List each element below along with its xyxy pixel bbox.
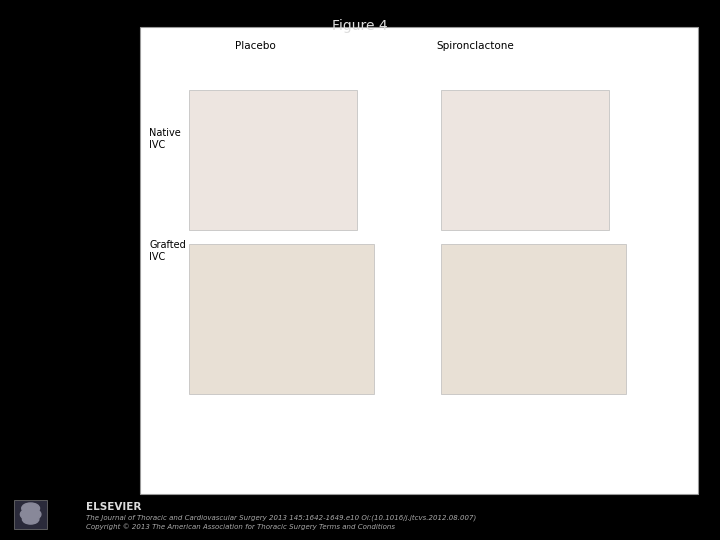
Bar — [333, 414, 365, 483]
Bar — [503, 475, 536, 483]
Text: Copyright © 2013 The American Association for Thoracic Surgery Terms and Conditi: Copyright © 2013 The American Associatio… — [86, 523, 395, 530]
Bar — [599, 415, 634, 483]
Text: The Journal of Thoracic and Cardiovascular Surgery 2013 145:1642-1649.e10 Oi:(10: The Journal of Thoracic and Cardiovascul… — [86, 514, 477, 521]
Bar — [240, 467, 272, 483]
Text: ELSEVIER: ELSEVIER — [86, 502, 142, 511]
Text: *: * — [549, 380, 553, 390]
Circle shape — [20, 508, 41, 521]
Bar — [300, 433, 333, 483]
Text: Grafted
IVC: Grafted IVC — [149, 240, 186, 262]
Y-axis label: Smooth muscle cells
(cell number/section): Smooth muscle cells (cell number/section… — [387, 388, 406, 478]
Bar — [565, 416, 599, 483]
Y-axis label: Smooth muscle actin area (mm²): Smooth muscle actin area (mm²) — [140, 364, 150, 503]
Text: *: * — [284, 382, 289, 392]
Bar — [468, 482, 503, 483]
Circle shape — [22, 514, 39, 524]
Text: Spironclactone: Spironclactone — [436, 40, 514, 51]
Bar — [207, 473, 240, 483]
Text: Native
IVC: Native IVC — [149, 129, 181, 150]
Text: Figure 4: Figure 4 — [332, 19, 388, 33]
Text: Placebo: Placebo — [235, 40, 276, 51]
Circle shape — [22, 503, 40, 514]
Bar — [14, 500, 47, 529]
